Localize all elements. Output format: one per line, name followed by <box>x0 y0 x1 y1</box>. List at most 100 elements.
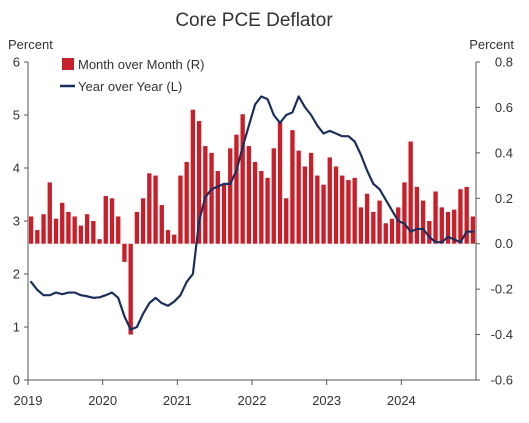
mom-bar <box>346 180 351 244</box>
x-tick-label: 2019 <box>14 393 43 408</box>
left-tick-label: 4 <box>13 161 20 176</box>
mom-bar <box>377 200 382 244</box>
mom-bar <box>458 189 463 244</box>
mom-bar <box>109 198 115 244</box>
mom-bar <box>47 182 52 244</box>
mom-bar <box>396 207 401 244</box>
left-tick-label: 2 <box>13 267 20 282</box>
mom-bar <box>196 121 202 244</box>
x-tick-label: 2024 <box>387 393 416 408</box>
legend: Month over Month (R) Year over Year (L) <box>60 57 204 94</box>
yoy-line <box>30 95 474 331</box>
mom-bar <box>203 146 208 244</box>
x-tick-label: 2021 <box>163 393 192 408</box>
mom-bar <box>122 243 127 262</box>
mom-bar <box>246 146 252 244</box>
mom-bar <box>165 230 171 244</box>
mom-bar <box>147 173 152 244</box>
mom-bar <box>153 175 158 244</box>
yoy-line-layer <box>30 95 474 331</box>
mom-bar <box>234 134 239 244</box>
x-axis-ticks: 2019 2020 2021 2022 2023 2024 <box>14 380 416 408</box>
mom-bar <box>315 175 320 244</box>
chart-title: Core PCE Deflator <box>175 10 333 31</box>
mom-bar <box>427 221 432 244</box>
right-tick-label: 0.2 <box>495 191 513 206</box>
mom-bar <box>420 200 426 244</box>
mom-bar <box>433 191 438 244</box>
mom-bar <box>159 205 164 244</box>
mom-bar <box>215 171 220 244</box>
mom-bar <box>128 243 133 335</box>
mom-bar <box>414 186 420 244</box>
mom-bar <box>464 186 469 244</box>
mom-bar <box>209 152 214 244</box>
mom-bar <box>445 211 451 244</box>
mom-bar <box>371 211 376 244</box>
mom-bar <box>97 239 102 244</box>
left-tick-label: 5 <box>13 108 20 123</box>
mom-bar <box>140 198 146 244</box>
mom-bar <box>321 184 326 244</box>
mom-bar <box>66 211 71 244</box>
mom-bar <box>389 218 395 244</box>
right-tick-label: 0.6 <box>495 100 513 115</box>
mom-bar <box>290 130 295 244</box>
right-tick-label: -0.4 <box>491 327 513 342</box>
mom-bar <box>327 157 332 244</box>
mom-bar <box>184 161 189 244</box>
left-tick-label: 0 <box>13 373 20 388</box>
mom-bar <box>172 234 177 244</box>
mom-bar <box>265 177 270 244</box>
mom-bar <box>240 114 245 244</box>
mom-bar <box>228 148 233 244</box>
mom-bar <box>72 216 77 244</box>
mom-bar <box>84 214 90 244</box>
mom-bar <box>134 211 140 244</box>
mom-bar <box>277 121 283 244</box>
right-tick-label: -0.2 <box>491 282 513 297</box>
mom-bar <box>284 198 289 244</box>
mom-bar <box>35 230 40 244</box>
mom-bar <box>439 207 444 244</box>
mom-bars <box>28 109 476 335</box>
mom-bar <box>408 141 413 244</box>
left-axis-ticks: 0 1 2 3 4 5 6 <box>13 55 28 388</box>
mom-bar <box>302 166 308 244</box>
mom-bar <box>383 223 388 244</box>
mom-bar <box>60 202 65 244</box>
left-axis-unit: Percent <box>8 37 53 52</box>
right-tick-label: -0.6 <box>491 373 513 388</box>
mom-bar <box>259 171 264 244</box>
x-tick-label: 2020 <box>88 393 117 408</box>
left-tick-label: 3 <box>13 214 20 229</box>
x-tick-label: 2023 <box>312 393 341 408</box>
mom-bar <box>452 209 457 244</box>
mom-bar <box>116 216 121 244</box>
legend-bar-swatch <box>62 58 74 70</box>
x-tick-label: 2022 <box>238 393 267 408</box>
right-tick-label: 0.0 <box>495 236 513 251</box>
mom-bar <box>252 161 258 244</box>
mom-bar <box>296 150 301 244</box>
mom-bar <box>358 207 364 244</box>
mom-bar <box>271 148 276 244</box>
right-tick-label: 0.4 <box>495 145 513 160</box>
legend-bar-label: Month over Month (R) <box>78 57 204 72</box>
mom-bar <box>221 184 227 244</box>
mom-bar <box>470 216 476 244</box>
right-axis-unit: Percent <box>469 37 514 52</box>
mom-bar <box>103 196 108 244</box>
mom-bar <box>78 225 84 244</box>
left-tick-label: 1 <box>13 320 20 335</box>
mom-bar <box>178 175 183 244</box>
left-tick-label: 6 <box>13 55 20 70</box>
right-tick-label: 0.8 <box>495 55 513 70</box>
mom-bar <box>402 182 407 244</box>
mom-bar <box>28 216 34 244</box>
legend-line-label: Year over Year (L) <box>78 79 182 94</box>
mom-bar <box>190 109 196 244</box>
mom-bar <box>41 214 46 244</box>
mom-bar <box>340 175 345 244</box>
